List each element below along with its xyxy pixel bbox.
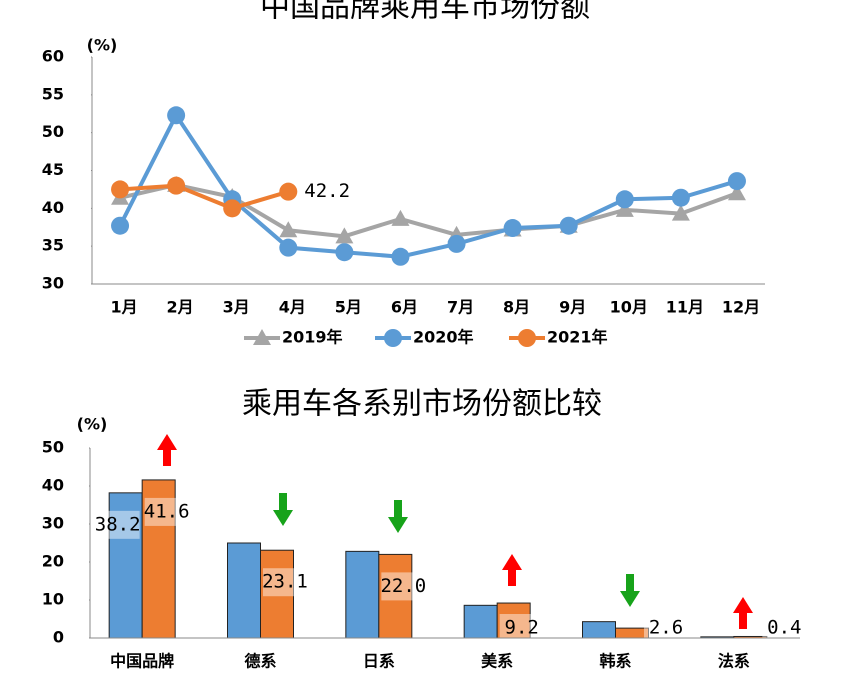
x-tick-label: 韩系	[599, 652, 631, 671]
x-tick-label: 7月	[447, 298, 474, 317]
marker	[223, 199, 242, 218]
marker	[447, 234, 466, 253]
y-tick-label: 45	[42, 160, 64, 179]
y-unit: (%)	[77, 415, 108, 434]
chart-title: 中国品牌乘用车市场份额	[260, 0, 590, 25]
label-box	[762, 614, 807, 642]
series-line	[119, 182, 738, 239]
y-tick-label: 55	[42, 84, 64, 103]
y-tick-label: 40	[42, 476, 64, 495]
bar	[108, 492, 143, 639]
label-box	[499, 614, 544, 642]
y-tick-label: 60	[42, 47, 64, 66]
marker	[518, 329, 536, 347]
x-tick-label: 9月	[559, 298, 586, 317]
x-tick-label: 4月	[279, 298, 306, 317]
x-tick-label: 12月	[722, 298, 760, 317]
series-line	[118, 111, 738, 259]
y-tick-label: 50	[42, 122, 64, 141]
y-tick-label: 40	[42, 198, 64, 217]
bar	[463, 604, 498, 639]
up-arrow	[733, 597, 753, 629]
y-tick-label: 30	[42, 274, 64, 293]
marker	[727, 184, 746, 201]
label-box	[644, 614, 688, 642]
y-tick-label: 0	[53, 628, 64, 647]
marker	[279, 221, 298, 238]
series-line	[119, 183, 289, 211]
x-tick-label: 美系	[481, 652, 513, 671]
legend-label: 2020年	[413, 328, 474, 347]
bar	[615, 627, 649, 639]
label-box	[381, 572, 426, 601]
bar	[378, 553, 413, 639]
marker	[503, 219, 522, 238]
down-arrow	[620, 574, 640, 607]
marker	[335, 243, 354, 262]
marker	[111, 216, 130, 235]
marker	[671, 188, 690, 207]
marker	[384, 329, 402, 347]
up-arrow	[157, 434, 177, 466]
legend-label: 2021年	[547, 328, 608, 347]
data-label: 9.2	[505, 617, 539, 639]
y-tick-label: 50	[42, 438, 64, 457]
legend-label: 2019年	[282, 328, 343, 347]
marker	[279, 182, 298, 201]
y-tick-label: 10	[42, 590, 64, 609]
marker	[615, 200, 634, 217]
data-label: 2.6	[649, 617, 683, 639]
marker	[391, 247, 410, 266]
arrows	[157, 434, 753, 629]
data-label: 22.0	[380, 575, 426, 597]
marker	[253, 329, 271, 345]
marker	[671, 204, 690, 221]
chart-title: 乘用车各系别市场份额比较	[242, 387, 602, 422]
x-tick-label: 5月	[335, 298, 362, 317]
x-tick-label: 德系	[244, 652, 276, 671]
bar	[345, 550, 380, 639]
label-box	[263, 568, 307, 597]
data-label: 23.1	[262, 571, 308, 593]
x-tick-label: 2月	[167, 298, 194, 317]
marker	[335, 227, 354, 244]
x-tick-label: 中国品牌	[110, 652, 174, 671]
x-tick-label: 法系	[718, 652, 750, 671]
bar	[141, 479, 176, 639]
marker	[615, 190, 634, 209]
x-tick-label: 10月	[610, 298, 648, 317]
marker	[167, 106, 186, 125]
marker	[559, 216, 578, 235]
down-arrow	[273, 493, 293, 526]
marker	[279, 238, 298, 257]
annotation: 42.2	[304, 180, 350, 202]
x-tick-label: 6月	[391, 298, 418, 317]
bar	[496, 602, 531, 639]
marker	[167, 176, 186, 195]
label-box	[144, 497, 189, 526]
marker	[391, 209, 410, 226]
marker	[111, 180, 130, 199]
x-tick-label: 日系	[363, 652, 395, 671]
up-arrow	[502, 554, 522, 586]
y-tick-label: 35	[42, 236, 64, 255]
y-tick-label: 20	[42, 552, 64, 571]
x-tick-label: 1月	[110, 298, 137, 317]
down-arrow	[388, 500, 408, 533]
bar	[582, 621, 616, 639]
x-tick-label: 11月	[666, 298, 704, 317]
label-box	[95, 510, 140, 539]
marker	[727, 172, 746, 191]
x-tick-label: 8月	[503, 298, 530, 317]
y-unit: (%)	[87, 36, 118, 55]
bar	[227, 542, 261, 639]
data-label: 41.6	[144, 500, 190, 522]
x-tick-label: 3月	[223, 298, 250, 317]
data-label: 38.2	[95, 513, 141, 535]
data-label: 0.4	[767, 617, 801, 639]
y-tick-label: 30	[42, 514, 64, 533]
